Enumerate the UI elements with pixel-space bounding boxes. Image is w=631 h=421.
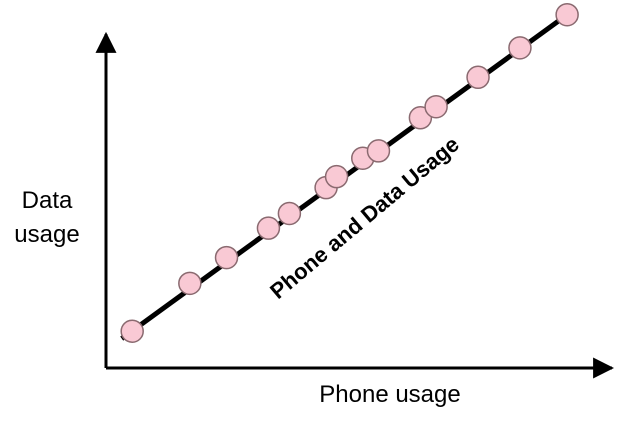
y-axis-label-line-2: usage bbox=[14, 221, 79, 248]
data-point-13 bbox=[508, 36, 532, 60]
data-point-2 bbox=[178, 271, 202, 296]
points-layer bbox=[120, 2, 579, 343]
data-point-14 bbox=[555, 2, 579, 27]
data-point-5 bbox=[277, 201, 302, 226]
data-point-11 bbox=[424, 94, 448, 119]
data-point-9 bbox=[366, 139, 391, 163]
data-point-7 bbox=[324, 164, 349, 189]
data-point-1 bbox=[120, 319, 144, 343]
data-point-12 bbox=[466, 65, 490, 90]
y-axis-label-line-1: Data bbox=[22, 187, 73, 214]
x-axis-label: Phone usage bbox=[319, 381, 460, 408]
data-point-3 bbox=[214, 245, 239, 270]
data-point-4 bbox=[256, 216, 281, 240]
